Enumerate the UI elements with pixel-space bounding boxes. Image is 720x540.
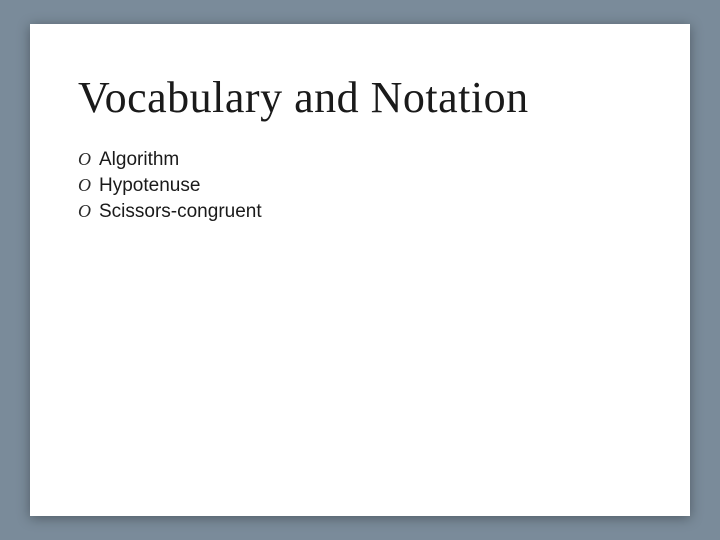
list-item: O Algorithm — [78, 149, 642, 171]
bullet-label: Hypotenuse — [99, 175, 200, 197]
bullet-list: O Algorithm O Hypotenuse O Scissors-cong… — [78, 149, 642, 223]
bullet-marker-icon: O — [78, 149, 91, 170]
slide-title: Vocabulary and Notation — [78, 72, 642, 123]
bullet-label: Scissors-congruent — [99, 201, 262, 223]
slide-card: Vocabulary and Notation O Algorithm O Hy… — [30, 24, 690, 516]
bullet-label: Algorithm — [99, 149, 179, 171]
bullet-marker-icon: O — [78, 175, 91, 196]
list-item: O Hypotenuse — [78, 175, 642, 197]
list-item: O Scissors-congruent — [78, 201, 642, 223]
bullet-marker-icon: O — [78, 201, 91, 222]
